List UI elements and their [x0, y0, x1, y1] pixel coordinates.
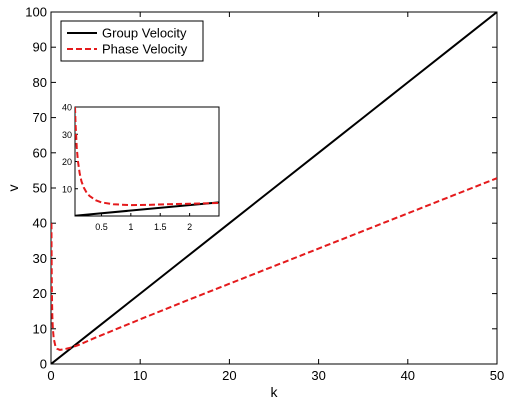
- y-tick-label: 10: [33, 321, 47, 336]
- inset-plot: 0.5 1 1.5 2 10 20 30 40: [62, 103, 220, 232]
- y-axis-label: v: [5, 185, 21, 192]
- y-tick-label: 30: [33, 251, 47, 266]
- y-tick-label: 70: [33, 110, 47, 125]
- legend-label-phase-velocity: Phase Velocity: [102, 42, 188, 57]
- y-tick-label: 100: [25, 5, 47, 20]
- inset-y-tick-label: 10: [62, 184, 72, 194]
- inset-y-tick-label: 20: [62, 157, 72, 167]
- x-tick-label: 10: [133, 368, 147, 383]
- inset-x-tick-label: 1: [128, 222, 133, 232]
- x-tick-label: 20: [222, 368, 236, 383]
- inset-y-tick-label: 30: [62, 130, 72, 140]
- y-tick-label: 90: [33, 40, 47, 55]
- series-phase-velocity-line: [51, 177, 497, 351]
- series-group-velocity-line: [51, 12, 497, 364]
- inset-x-tick-label: 2: [187, 222, 192, 232]
- legend-label-group-velocity: Group Velocity: [102, 26, 187, 41]
- inset-x-tick-label: 0.5: [95, 222, 108, 232]
- inset-x-tick-label: 1.5: [154, 222, 167, 232]
- x-tick-label: 30: [311, 368, 325, 383]
- y-tick-label: 80: [33, 75, 47, 90]
- inset-y-tick-label: 40: [62, 103, 72, 113]
- legend-box: [60, 20, 204, 62]
- inset-frame: [74, 106, 220, 217]
- y-tick-label: 20: [33, 286, 47, 301]
- y-tick-label: 0: [40, 357, 47, 372]
- x-tick-label: 50: [490, 368, 504, 383]
- x-tick-label: 40: [401, 368, 415, 383]
- inset-series-group-velocity-line: [75, 201, 219, 216]
- x-tick-label: 0: [47, 368, 54, 383]
- inset-series-phase-velocity-line: [75, 107, 219, 207]
- x-axis-label: k: [271, 384, 279, 400]
- y-tick-label: 60: [33, 145, 47, 160]
- y-tick-label: 50: [33, 181, 47, 196]
- y-tick-label: 40: [33, 216, 47, 231]
